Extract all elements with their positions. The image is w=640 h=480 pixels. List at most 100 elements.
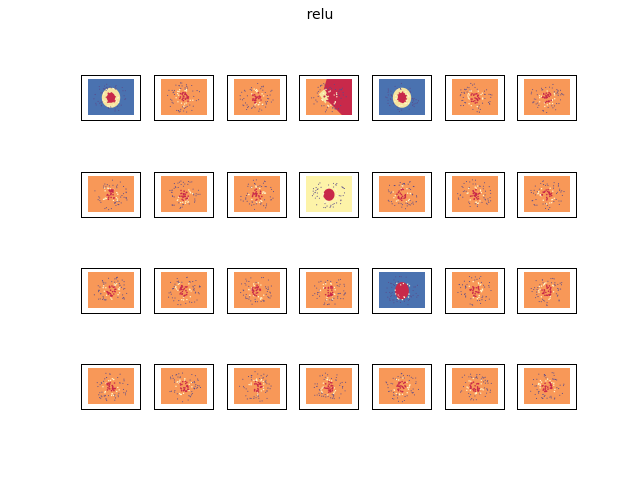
data-point xyxy=(401,183,403,185)
data-point xyxy=(487,382,489,384)
data-point xyxy=(400,197,403,200)
data-point xyxy=(551,372,553,374)
data-point xyxy=(323,195,326,198)
scatter-points xyxy=(385,276,419,306)
data-point xyxy=(108,385,111,388)
data-point xyxy=(479,190,482,192)
data-point xyxy=(543,184,545,186)
data-point xyxy=(113,286,116,288)
data-point xyxy=(545,380,547,382)
data-point xyxy=(184,91,186,94)
data-point xyxy=(475,391,477,394)
data-point xyxy=(98,394,100,396)
data-point xyxy=(263,205,265,207)
data-point xyxy=(257,395,259,397)
data-point xyxy=(112,189,115,191)
data-point xyxy=(108,101,110,103)
data-point xyxy=(174,186,176,188)
data-point xyxy=(404,102,406,105)
data-point xyxy=(268,297,270,299)
data-point xyxy=(183,107,185,109)
data-point xyxy=(330,104,332,106)
data-point xyxy=(124,90,126,92)
data-point xyxy=(110,394,113,397)
data-point xyxy=(541,279,543,281)
data-point xyxy=(105,207,107,209)
data-point xyxy=(197,378,199,380)
data-point xyxy=(412,290,414,292)
data-point xyxy=(189,288,191,290)
data-point xyxy=(469,205,471,208)
data-point xyxy=(249,88,251,91)
data-point xyxy=(112,88,115,90)
data-point xyxy=(120,196,122,198)
data-point xyxy=(536,191,538,193)
data-point xyxy=(537,192,540,194)
data-point xyxy=(253,98,255,100)
data-point xyxy=(544,101,547,104)
data-point xyxy=(470,90,473,92)
data-point xyxy=(180,102,183,104)
data-point xyxy=(174,283,176,285)
subplot-panel xyxy=(154,75,214,121)
data-point xyxy=(255,295,258,297)
data-point xyxy=(115,278,117,280)
data-point xyxy=(266,203,268,205)
data-point xyxy=(405,202,407,204)
data-point xyxy=(184,377,186,380)
data-point xyxy=(392,299,394,301)
data-point xyxy=(256,301,259,303)
data-point xyxy=(398,385,401,388)
data-point xyxy=(550,192,553,195)
data-point xyxy=(484,182,486,184)
data-point xyxy=(475,376,478,378)
data-point xyxy=(391,294,393,297)
data-point xyxy=(314,191,316,193)
data-point xyxy=(114,202,116,205)
data-point xyxy=(177,94,180,96)
data-point xyxy=(553,384,555,386)
data-point xyxy=(488,282,490,284)
data-point xyxy=(121,87,123,89)
data-point xyxy=(106,89,108,91)
data-point xyxy=(184,286,187,288)
data-point xyxy=(119,181,121,183)
data-point xyxy=(403,182,405,184)
data-point xyxy=(191,192,194,195)
data-point xyxy=(255,186,257,188)
data-point xyxy=(314,197,316,199)
data-point xyxy=(468,103,470,105)
data-point xyxy=(331,385,334,387)
data-point xyxy=(267,97,269,100)
data-point xyxy=(104,207,106,210)
data-point xyxy=(472,388,474,391)
data-point xyxy=(317,95,319,98)
data-point xyxy=(184,193,187,195)
data-point xyxy=(316,192,318,194)
data-point xyxy=(341,387,344,389)
data-point xyxy=(470,104,472,107)
data-point xyxy=(408,198,410,201)
data-point xyxy=(103,380,105,382)
data-point xyxy=(111,285,113,287)
data-point xyxy=(471,179,473,181)
data-point xyxy=(177,304,179,306)
data-point xyxy=(336,282,338,284)
data-point xyxy=(387,99,389,101)
decision-surface xyxy=(161,368,207,404)
data-point xyxy=(327,280,329,282)
data-point xyxy=(404,208,407,210)
data-point xyxy=(474,192,477,194)
data-point xyxy=(333,83,335,86)
data-point xyxy=(174,381,176,383)
data-point xyxy=(400,199,403,202)
data-point xyxy=(181,93,184,95)
data-point xyxy=(474,93,477,95)
data-point xyxy=(95,102,97,104)
subplot-panel xyxy=(154,172,214,218)
data-point xyxy=(246,398,248,400)
data-point xyxy=(474,102,477,104)
data-point xyxy=(472,381,475,383)
data-point xyxy=(259,298,262,300)
data-point xyxy=(557,93,559,95)
